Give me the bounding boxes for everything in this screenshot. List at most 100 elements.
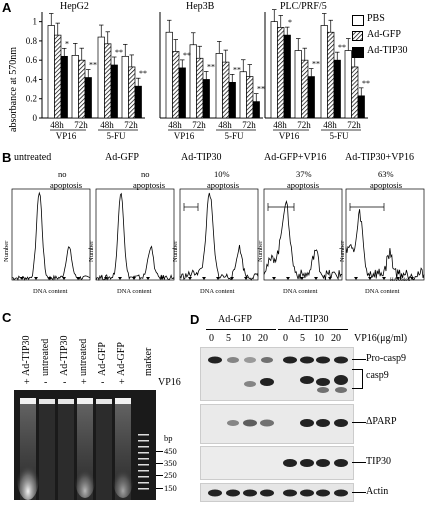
lane-label-2: untreated: [40, 338, 51, 376]
dose-7: 10: [314, 333, 324, 344]
lane-glow-4: [75, 462, 95, 498]
band: [335, 387, 347, 393]
axis-marker: [368, 277, 372, 280]
legend-swatch-adtip30: [352, 47, 364, 58]
lane-label-1: Ad-TIP30: [21, 335, 32, 376]
bar-ad-tip30: [84, 77, 92, 119]
band: [243, 489, 257, 497]
hist-apoptosis-1: apoptosis: [50, 180, 83, 190]
bar-ad-tip30: [333, 59, 341, 119]
chart-title-hepg2: HepG2: [60, 1, 89, 12]
significance-mark: **: [207, 62, 215, 71]
dose-4: 20: [258, 333, 268, 344]
bar-ad-tip30: [357, 95, 365, 119]
bar-ad-tip30: [283, 34, 291, 119]
blot-casp9: [200, 347, 354, 401]
y-tick-label: 1: [33, 17, 38, 27]
axis-marker: [132, 277, 136, 280]
axis-marker: [230, 277, 234, 280]
group-label: 48h: [218, 120, 232, 130]
histogram-trace-4: [263, 199, 343, 281]
lane-glow-1: [17, 456, 39, 500]
bar-pbs: [320, 25, 328, 119]
blot-actin: [200, 483, 354, 502]
significance-mark: **: [139, 69, 147, 78]
treatment-label: 5-FU: [224, 131, 244, 141]
group-label: 48h: [100, 120, 114, 130]
legend-swatch-adgfp: [352, 31, 363, 41]
band: [226, 489, 240, 497]
group-line-adgfp: [206, 329, 276, 330]
lane-glow-6: [113, 462, 133, 498]
hist-xlabel-5: DNA content: [365, 288, 400, 295]
hist-title-5: Ad-TIP30+VP16: [345, 152, 414, 163]
axis-marker: [244, 277, 248, 280]
blot-parp-svg: [227, 419, 348, 427]
axis-marker: [272, 277, 276, 280]
treatment-label: 5-FU: [106, 131, 126, 141]
well-band-6: [115, 398, 131, 404]
bar-ad-gfp: [54, 34, 62, 119]
axis-marker: [76, 277, 80, 280]
hist-xlabel-3: DNA content: [200, 288, 235, 295]
significance-mark: **: [115, 48, 123, 57]
band: [300, 376, 314, 384]
group-label: 72h: [297, 120, 311, 130]
well-band-3: [58, 399, 74, 404]
panel-b-letter: B: [2, 150, 12, 165]
axis-marker: [328, 277, 332, 280]
bp-tick-150: [156, 488, 163, 489]
group-label: 72h: [347, 120, 361, 130]
band: [316, 356, 330, 364]
axis-marker: [354, 277, 358, 280]
gel-lane-smears: [17, 404, 133, 500]
gel-svg: [17, 398, 149, 500]
band: [316, 378, 330, 386]
lane-label-6: Ad-GFP: [116, 342, 127, 376]
group-label: 72h: [192, 120, 206, 130]
chart-title-plc: PLC/PRF/5: [280, 1, 327, 12]
bar-ad-tip30: [228, 81, 236, 119]
casp9-bands: [244, 375, 348, 393]
bar-ad-tip30: [178, 67, 186, 119]
group-line-adtip30: [278, 329, 348, 330]
bar-ad-gfp: [104, 43, 112, 119]
axis-marker: [216, 277, 220, 280]
band: [261, 357, 273, 363]
band: [334, 459, 348, 467]
dose-5: 0: [283, 333, 288, 344]
hist-title-2: Ad-GFP: [105, 152, 139, 163]
actin-bands: [208, 489, 348, 497]
band-line-parp: [352, 422, 366, 423]
band: [300, 489, 314, 497]
bar-pbs: [121, 55, 129, 119]
vp16-sign-4: +: [81, 377, 87, 388]
band: [243, 419, 257, 427]
bar-ad-gfp: [351, 66, 359, 119]
ladder-band: [138, 470, 149, 472]
vp16-sign-6: +: [119, 377, 125, 388]
bar-ad-gfp: [128, 66, 136, 119]
tip30-bands: [283, 459, 348, 467]
panel-b-histograms: [0, 165, 430, 300]
blot-actin-svg: [208, 489, 348, 497]
hist-percent-3: 10%: [214, 169, 230, 179]
axis-marker: [34, 277, 38, 280]
hist-status-1: no: [58, 169, 67, 179]
band: [300, 419, 314, 427]
procasp9-bands: [208, 356, 348, 364]
legend-label-pbs: PBS: [367, 13, 385, 24]
band: [316, 419, 330, 427]
panel-d-letter: D: [190, 312, 200, 327]
dose-label: VP16(μg/ml): [354, 333, 408, 344]
significance-mark: *: [288, 18, 292, 27]
group-label: 48h: [168, 120, 182, 130]
gel-well-bands: [20, 398, 131, 404]
band-bracket-casp9: [352, 369, 363, 389]
lane-label-4: untreated: [78, 338, 89, 376]
hist-ylabel-4: Number: [257, 240, 264, 262]
axis-marker: [410, 277, 414, 280]
blot-casp9-svg: [208, 356, 348, 393]
significance-mark: *: [65, 39, 69, 48]
